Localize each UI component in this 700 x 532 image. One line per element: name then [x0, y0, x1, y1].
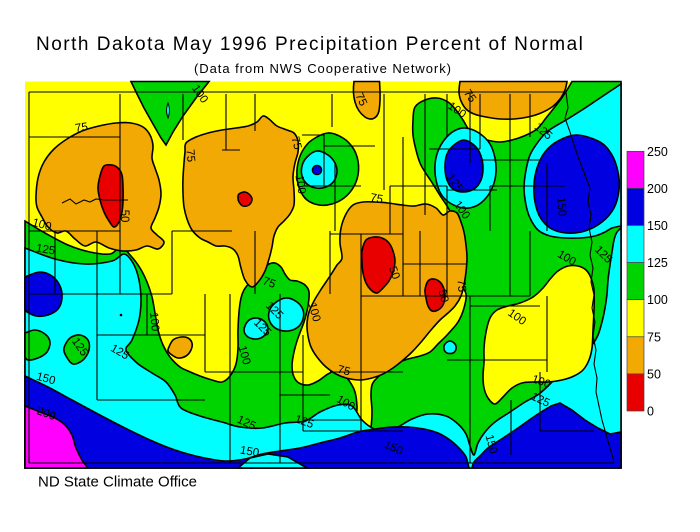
svg-text:75: 75	[261, 275, 277, 291]
svg-text:100: 100	[292, 174, 307, 195]
svg-text:75: 75	[336, 364, 351, 379]
svg-text:50: 50	[435, 288, 450, 303]
svg-text:100: 100	[147, 312, 161, 332]
svg-text:150: 150	[554, 197, 568, 217]
svg-text:150: 150	[35, 371, 57, 388]
svg-text:125: 125	[647, 256, 668, 270]
svg-text:100: 100	[31, 217, 53, 234]
svg-text:75: 75	[353, 91, 369, 108]
svg-text:150: 150	[483, 433, 500, 455]
svg-text:0: 0	[647, 405, 654, 419]
svg-text:50: 50	[647, 367, 661, 381]
svg-text:(Data from NWS Cooperative Net: (Data from NWS Cooperative Network)	[194, 61, 452, 76]
svg-text:100: 100	[647, 293, 668, 307]
svg-text:100: 100	[236, 344, 253, 366]
svg-text:50: 50	[386, 265, 402, 281]
svg-text:75: 75	[183, 149, 196, 163]
svg-text:75: 75	[369, 192, 384, 206]
svg-text:75: 75	[454, 279, 467, 293]
svg-text:50: 50	[118, 210, 130, 223]
svg-text:75: 75	[288, 135, 303, 150]
svg-text:100: 100	[306, 301, 323, 323]
svg-text:North Dakota May 1996 Precipit: North Dakota May 1996 Precipitation Perc…	[36, 34, 584, 55]
svg-text:75: 75	[74, 121, 88, 135]
svg-text:200: 200	[647, 182, 668, 196]
svg-text:150: 150	[647, 219, 668, 233]
svg-text:250: 250	[647, 145, 668, 159]
svg-text:ND State Climate Office: ND State Climate Office	[38, 474, 197, 491]
svg-text:125: 125	[35, 242, 56, 257]
svg-text:150: 150	[239, 444, 260, 459]
svg-text:75: 75	[647, 330, 661, 344]
